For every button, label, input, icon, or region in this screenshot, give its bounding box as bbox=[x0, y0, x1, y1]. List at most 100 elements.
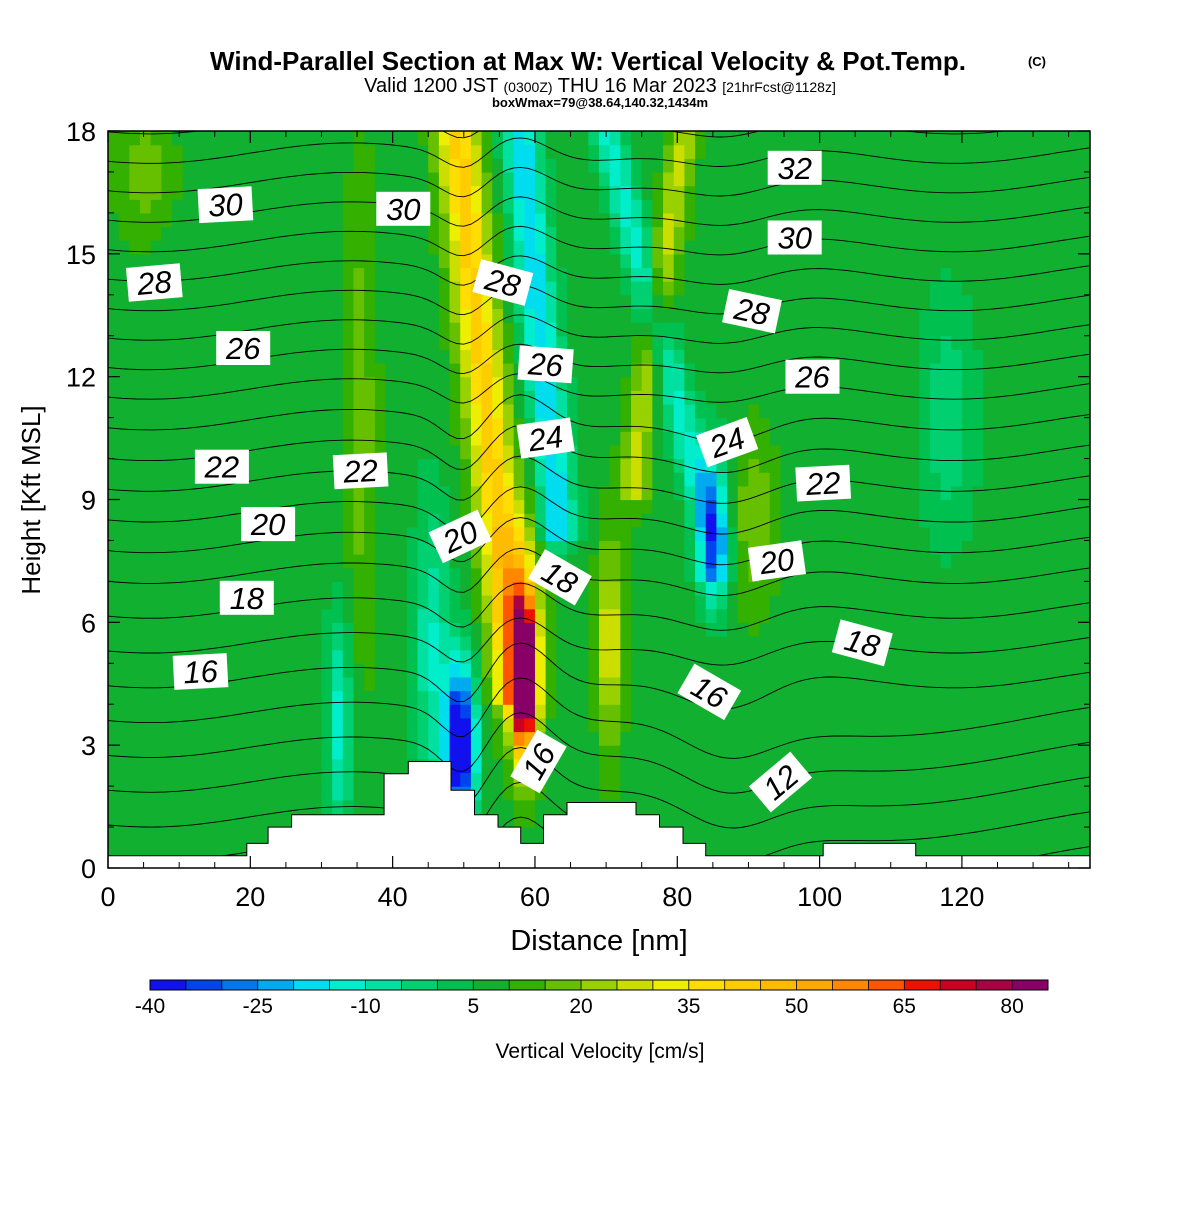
w-cell bbox=[940, 526, 952, 542]
w-cell bbox=[791, 281, 803, 296]
w-cell bbox=[449, 253, 461, 269]
w-cell bbox=[929, 731, 942, 746]
w-cell bbox=[620, 349, 632, 364]
w-cell bbox=[983, 403, 995, 419]
w-cell bbox=[470, 144, 483, 159]
w-cell bbox=[257, 663, 269, 678]
w-cell bbox=[396, 731, 408, 746]
w-cell bbox=[897, 772, 910, 787]
w-cell bbox=[449, 635, 461, 651]
w-cell bbox=[801, 622, 814, 637]
w-cell bbox=[1036, 758, 1048, 774]
w-cell bbox=[940, 472, 952, 487]
w-cell bbox=[140, 253, 152, 269]
w-cell bbox=[1047, 526, 1059, 542]
w-cell bbox=[972, 745, 984, 760]
w-cell bbox=[257, 185, 269, 200]
w-cell bbox=[214, 827, 227, 842]
w-cell bbox=[1025, 322, 1038, 337]
w-cell bbox=[663, 185, 675, 200]
w-cell bbox=[887, 581, 899, 596]
w-cell bbox=[150, 158, 162, 173]
w-cell bbox=[631, 526, 643, 542]
w-cell bbox=[1079, 635, 1090, 651]
w-cell bbox=[172, 212, 184, 228]
w-cell bbox=[129, 676, 141, 692]
w-cell bbox=[684, 267, 696, 282]
w-cell bbox=[118, 786, 130, 801]
w-cell bbox=[705, 827, 718, 842]
w-cell bbox=[609, 717, 621, 733]
w-cell bbox=[887, 499, 899, 514]
w-cell bbox=[556, 144, 568, 159]
w-cell bbox=[1047, 417, 1059, 432]
w-cell bbox=[652, 267, 664, 282]
w-cell bbox=[748, 240, 760, 255]
w-cell bbox=[588, 308, 600, 323]
w-cell bbox=[1004, 403, 1016, 419]
w-cell bbox=[972, 363, 984, 378]
w-cell bbox=[396, 322, 408, 337]
w-cell bbox=[193, 253, 205, 269]
w-cell bbox=[374, 499, 387, 514]
w-cell bbox=[812, 281, 824, 296]
w-cell bbox=[353, 690, 365, 705]
w-cell bbox=[438, 622, 451, 637]
w-cell bbox=[812, 608, 824, 623]
w-cell bbox=[118, 212, 130, 228]
w-cell bbox=[225, 171, 237, 187]
w-cell bbox=[759, 199, 771, 214]
w-cell bbox=[833, 758, 846, 774]
w-cell bbox=[300, 417, 312, 432]
w-cell bbox=[438, 608, 451, 623]
w-cell bbox=[823, 131, 835, 146]
w-cell bbox=[748, 199, 760, 214]
w-cell bbox=[108, 417, 120, 432]
w-cell bbox=[727, 595, 739, 610]
w-cell bbox=[727, 185, 739, 200]
w-cell bbox=[705, 199, 718, 214]
w-cell bbox=[268, 622, 280, 637]
w-cell bbox=[108, 485, 120, 501]
w-cell bbox=[492, 758, 504, 774]
w-cell bbox=[172, 786, 184, 801]
w-cell bbox=[833, 608, 846, 623]
w-cell bbox=[321, 472, 333, 487]
w-cell bbox=[289, 622, 301, 637]
w-cell bbox=[406, 308, 419, 323]
w-cell bbox=[289, 240, 301, 255]
w-cell bbox=[268, 690, 280, 705]
w-cell bbox=[342, 431, 355, 446]
w-cell bbox=[449, 131, 461, 146]
w-cell bbox=[748, 376, 760, 391]
w-cell bbox=[695, 704, 707, 719]
w-cell bbox=[321, 390, 333, 405]
w-cell bbox=[502, 499, 515, 514]
w-cell bbox=[140, 403, 152, 419]
w-cell bbox=[364, 608, 376, 623]
w-cell bbox=[673, 144, 685, 159]
w-cell bbox=[1025, 690, 1038, 705]
w-cell bbox=[364, 363, 376, 378]
w-cell bbox=[364, 786, 376, 801]
w-cell bbox=[278, 745, 291, 760]
w-cell bbox=[1004, 363, 1016, 378]
w-cell bbox=[545, 786, 557, 801]
w-cell bbox=[1068, 171, 1080, 187]
w-cell bbox=[673, 786, 685, 801]
w-cell bbox=[438, 458, 451, 473]
w-cell bbox=[1015, 786, 1027, 801]
w-cell bbox=[545, 458, 557, 473]
w-cell bbox=[278, 540, 291, 555]
w-cell bbox=[1004, 349, 1016, 364]
w-cell bbox=[588, 417, 600, 432]
w-cell bbox=[524, 635, 536, 651]
w-cell bbox=[919, 567, 931, 582]
w-cell bbox=[705, 540, 718, 555]
w-cell bbox=[449, 185, 461, 200]
w-cell bbox=[1004, 212, 1016, 228]
w-cell bbox=[385, 458, 397, 473]
w-cell bbox=[663, 622, 675, 637]
w-cell bbox=[929, 158, 942, 173]
w-cell bbox=[236, 267, 248, 282]
